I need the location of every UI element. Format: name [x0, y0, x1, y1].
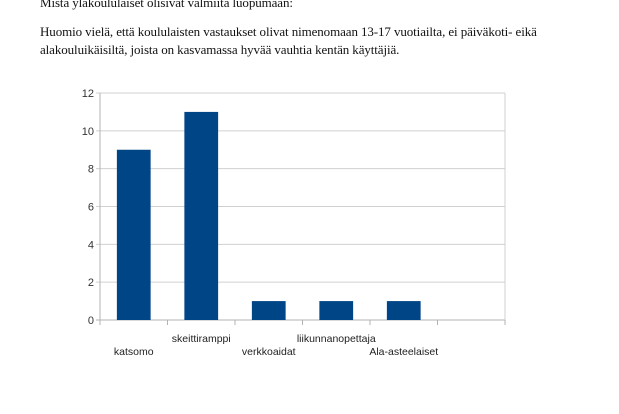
x-category-label: liikunnanopettaja — [297, 333, 376, 345]
paragraph-line-1: Huomio vielä, että koululaisten vastauks… — [40, 24, 537, 39]
bar-skeittiramppi — [184, 111, 219, 321]
y-tick-label: 0 — [88, 315, 94, 327]
bar-ala-asteelaiset — [386, 301, 421, 320]
x-category-label: skeittiramppi — [172, 333, 231, 345]
bar-verkkoaidat — [251, 301, 286, 320]
bar-liikunnanopettaja — [319, 301, 354, 320]
y-tick-label: 10 — [82, 126, 94, 138]
x-category-label: katsomo — [114, 346, 154, 358]
bar-katsomo — [116, 149, 151, 320]
heading-text: Mistä yläkoululaiset olisivat valmiita l… — [40, 0, 293, 10]
y-tick-label: 2 — [88, 277, 94, 289]
x-category-label: Ala-asteelaiset — [369, 346, 438, 358]
x-category-label: verkkoaidat — [242, 346, 296, 358]
paragraph-line-2: alakouluikäisiltä, joista on kasvamassa … — [40, 42, 400, 57]
y-tick-label: 8 — [88, 164, 94, 176]
y-tick-label: 6 — [88, 202, 94, 214]
y-tick-label: 4 — [88, 239, 94, 251]
y-tick-label: 12 — [82, 88, 94, 100]
